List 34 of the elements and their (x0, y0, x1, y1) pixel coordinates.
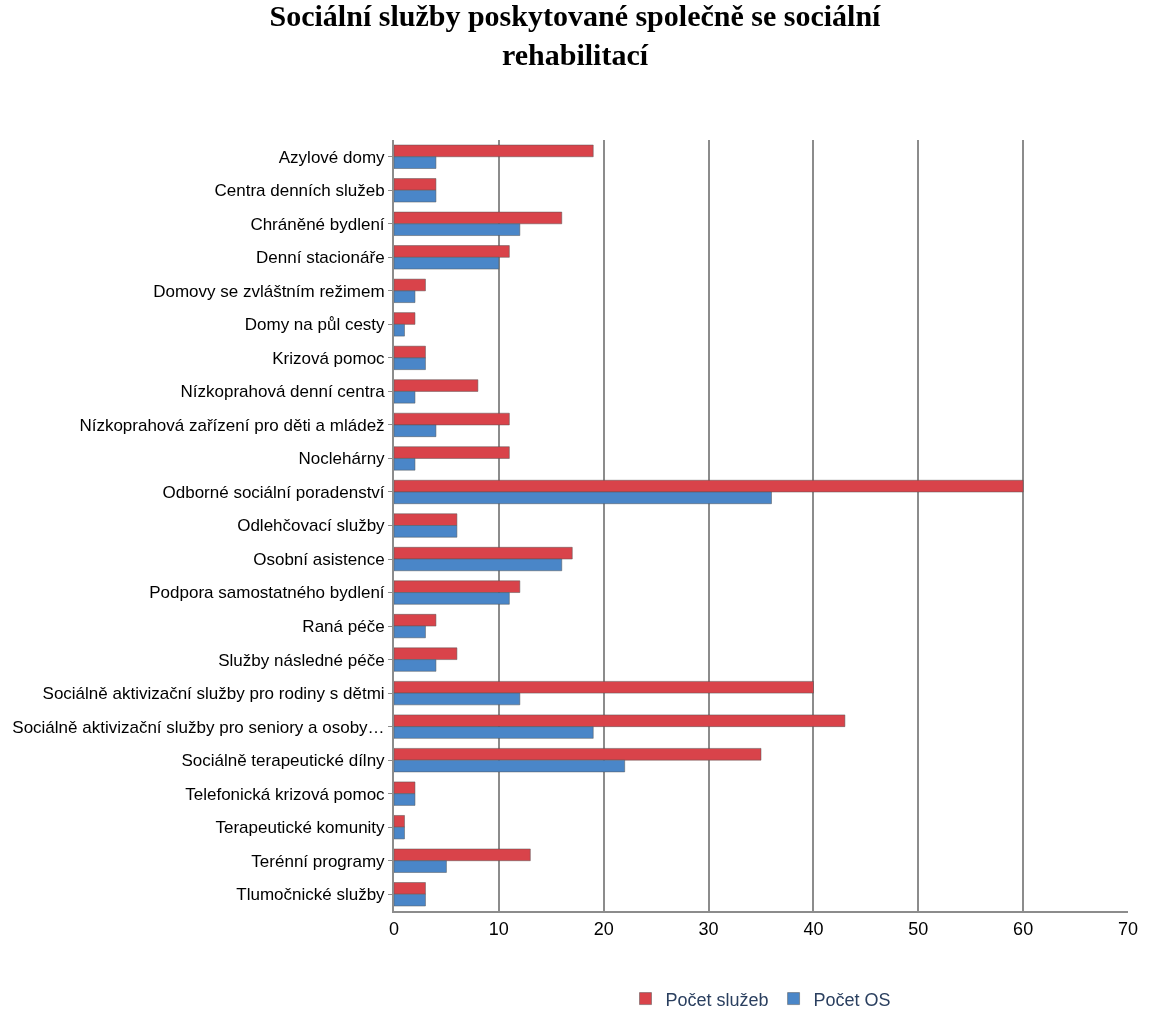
y-tick-label: Noclehárny (298, 449, 386, 469)
y-tick-label: Terapeutické komunity (215, 818, 386, 838)
y-tick-label: Sociálně aktivizační služby pro seniory a osoby… (12, 717, 385, 737)
y-tick-label: Odlehčovací služby (237, 516, 386, 536)
y-tick-label: Podpora samostatného bydlení (149, 583, 385, 603)
x-tick-label: 50 (908, 918, 929, 939)
y-tick-label: Odborné sociální poradenství (162, 482, 385, 502)
y-tick-label: Sociálně aktivizační služby pro rodiny s dětmi (42, 684, 385, 704)
y-tick-label: Chráněné bydlení (250, 214, 385, 234)
x-tick-label: 30 (698, 918, 719, 939)
y-tick-label: Telefonická krizová pomoc (185, 784, 386, 804)
y-tick-label: Domovy se zvláštním režimem (153, 281, 385, 301)
x-tick-label: 60 (1013, 918, 1034, 939)
y-tick-label: Osobní asistence (253, 549, 385, 569)
y-tick-label: Azylové domy (278, 147, 386, 167)
y-tick-label: Tlumočnické služby (236, 885, 386, 905)
x-tick-label: 40 (803, 918, 824, 939)
y-tick-label: Krizová pomoc (272, 348, 386, 368)
y-tick-label: Sociálně terapeutické dílny (181, 751, 386, 771)
y-tick-label: Domy na půl cesty (244, 315, 386, 335)
y-tick-label: Denní stacionáře (256, 248, 385, 268)
x-tick-label: 0 (388, 918, 400, 939)
y-tick-label: Centra denních služeb (214, 181, 385, 201)
x-tick-label: 10 (488, 918, 509, 939)
x-tick-label: 70 (1117, 918, 1139, 939)
y-tick-label: Nízkoprahová denní centra (180, 382, 386, 402)
y-tick-label: Nízkoprahová zařízení pro děti a mládež (79, 415, 385, 435)
legend-label: Počet OS (813, 989, 891, 1010)
y-tick-label: Služby následné péče (218, 650, 385, 670)
x-tick-label: 20 (593, 918, 614, 939)
y-tick-label: Terénní programy (251, 851, 386, 871)
y-tick-label: Raná péče (302, 617, 385, 637)
legend-label: Počet služeb (665, 989, 769, 1010)
chart-title: Sociální služby poskytované společně se sociální rehabilitací (269, 0, 882, 71)
